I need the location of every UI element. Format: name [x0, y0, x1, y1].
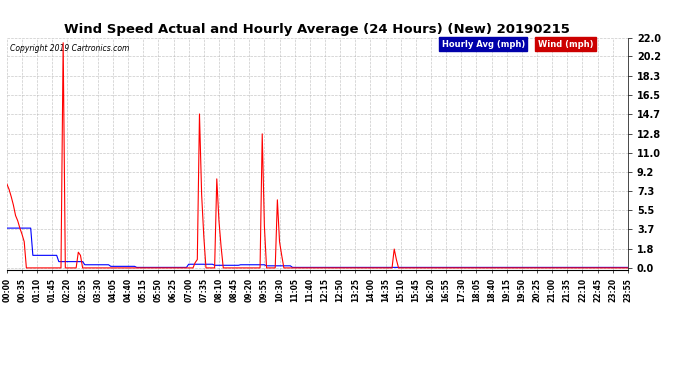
Title: Wind Speed Actual and Hourly Average (24 Hours) (New) 20190215: Wind Speed Actual and Hourly Average (24… — [64, 23, 571, 36]
Text: Hourly Avg (mph): Hourly Avg (mph) — [442, 40, 525, 49]
Text: Copyright 2019 Cartronics.com: Copyright 2019 Cartronics.com — [10, 45, 130, 54]
Text: Wind (mph): Wind (mph) — [538, 40, 593, 49]
